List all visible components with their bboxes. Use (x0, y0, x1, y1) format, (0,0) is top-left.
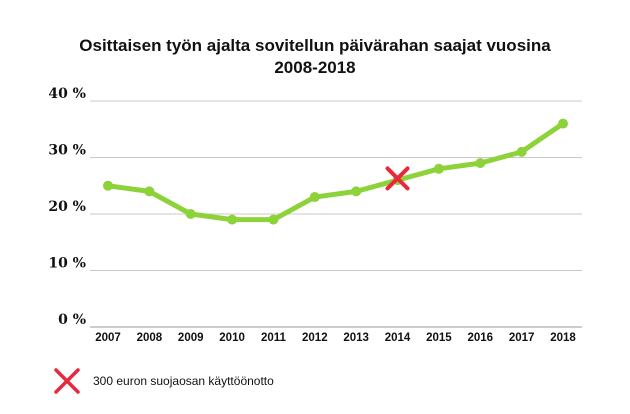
data-point (475, 158, 486, 169)
x-tick-label: 2010 (219, 332, 245, 344)
data-point (309, 192, 320, 203)
annotation-layer (385, 166, 410, 191)
data-point (268, 214, 279, 225)
legend: 300 euron suojaosan käyttöönotto (54, 368, 274, 394)
x-tick-label: 2011 (261, 332, 287, 344)
x-axis: 2007 2008 2009 2010 2011 2012 2013 2014 2015 2016… (95, 332, 576, 344)
y-tick-label: 30 % (48, 143, 86, 159)
data-point (558, 118, 568, 129)
data-point (516, 146, 527, 157)
x-tick-label: 2014 (385, 332, 411, 344)
x-tick-label: 2013 (343, 332, 369, 344)
legend-icon-stroke (54, 368, 80, 394)
data-point (144, 186, 155, 197)
x-mark-icon (54, 368, 80, 394)
y-axis: 0 % 10 % 20 % 30 % 40 % (48, 86, 86, 328)
series-layer (103, 118, 568, 225)
data-point (227, 214, 238, 225)
x-tick-label: 2018 (550, 332, 576, 344)
data-point (103, 180, 113, 191)
x-tick-label: 2009 (178, 332, 204, 344)
chart-title: Osittaisen työn ajalta sovitellun päivär… (0, 35, 630, 79)
data-point (433, 163, 444, 174)
data-point (185, 209, 196, 219)
x-tick-label: 2016 (467, 332, 493, 344)
grid-lines (90, 100, 582, 328)
annotation-marker-stroke (385, 166, 410, 191)
x-tick-label: 2015 (426, 332, 452, 344)
y-tick-label: 20 % (48, 199, 86, 215)
y-tick-label: 0 % (58, 312, 86, 328)
y-tick-label: 10 % (48, 256, 86, 272)
legend-label: 300 euron suojaosan käyttöönotto (93, 374, 274, 388)
chart-title-line-2: 2008-2018 (274, 58, 356, 77)
x-tick-label: 2012 (302, 332, 328, 344)
y-tick-label: 40 % (48, 86, 86, 102)
data-point (351, 186, 362, 197)
x-tick-label: 2008 (137, 332, 163, 344)
series-line (105, 121, 566, 223)
x-tick-label: 2017 (509, 332, 535, 344)
chart-title-line-1: Osittaisen työn ajalta sovitellun päivär… (79, 36, 551, 55)
x-tick-label: 2007 (95, 332, 121, 344)
